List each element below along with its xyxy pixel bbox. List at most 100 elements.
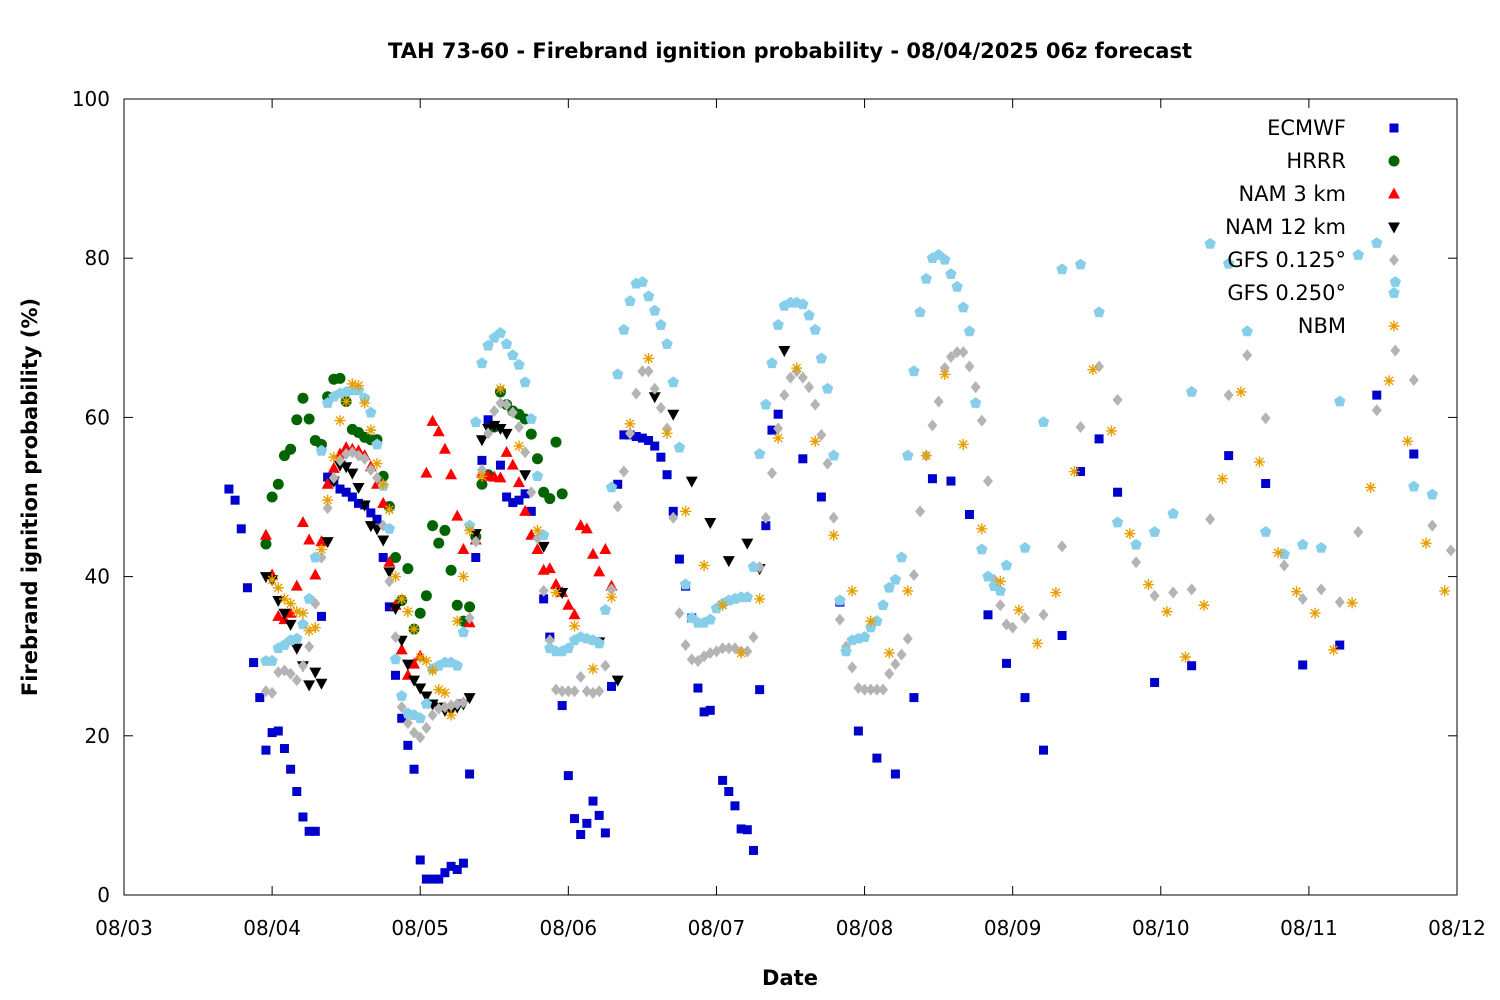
data-point [402,563,414,575]
data-point [741,538,754,550]
data-point [408,623,420,635]
data-point [321,537,334,549]
data-point [445,564,457,576]
data-point [878,683,889,696]
data-point [884,667,895,680]
data-point [594,685,605,698]
data-point [1254,456,1266,468]
data-point [661,338,673,350]
data-point [1402,435,1414,447]
data-point [543,562,556,574]
data-point [964,510,974,520]
data-point [722,556,735,568]
data-point [767,425,777,435]
data-point [384,575,395,588]
data-point [284,619,297,631]
data-point [458,696,469,709]
data-point [588,796,598,806]
data-point [401,659,414,671]
data-point [840,645,852,657]
data-point [797,371,808,384]
data-point [772,319,784,330]
data-point [304,826,314,836]
data-point [606,583,617,596]
data-point [434,874,444,884]
data-point [391,670,401,680]
data-point [513,420,524,433]
data-point [550,436,562,448]
x-tick-label: 08/06 [540,916,598,940]
data-point [377,478,389,490]
data-point [1076,467,1086,477]
data-point [402,606,414,618]
data-point [847,661,858,674]
data-point [451,615,463,627]
data-point [872,753,882,763]
data-point [1093,306,1105,318]
data-point [494,471,507,483]
data-point [514,495,524,505]
data-point [322,502,333,515]
x-tick-label: 08/10 [1132,916,1190,940]
data-point [1187,661,1197,671]
data-point [483,427,494,440]
data-point [778,346,791,358]
data-point [983,610,993,620]
data-point [692,654,703,667]
data-point [717,642,728,655]
data-point [1346,597,1358,609]
data-point [668,511,679,524]
data-point [291,632,303,644]
data-point [476,357,488,369]
data-point [1038,608,1049,621]
data-point [607,681,617,691]
data-point [798,454,808,464]
data-point [531,453,543,465]
data-point [272,582,284,594]
data-point [525,412,538,424]
data-point [1272,547,1284,559]
data-point [650,441,660,451]
data-point [1389,276,1401,287]
data-point [340,462,353,474]
data-point [1426,488,1439,500]
data-point [1112,393,1123,406]
data-point [420,590,432,602]
data-point [408,657,421,669]
data-point [390,551,402,563]
data-point [464,524,476,536]
data-point [853,726,863,736]
data-point [352,482,365,494]
data-point [773,422,784,435]
data-point [531,524,543,536]
data-point [445,709,457,721]
data-point [483,415,493,425]
data-point [605,481,618,493]
data-point [1409,449,1419,459]
data-point [946,476,956,486]
data-point [366,508,376,518]
data-point [279,744,289,754]
data-point [1316,583,1327,596]
plot-frame [123,98,1458,896]
data-point [1013,604,1025,616]
data-point [427,665,439,677]
data-point [1031,637,1043,649]
data-point [377,496,390,508]
x-tick-label: 08/12 [1428,916,1486,940]
data-point [612,500,623,513]
x-tick-label: 08/05 [391,916,449,940]
data-point [611,675,624,687]
data-point [674,554,684,564]
data-point [649,382,660,395]
data-point [755,685,765,695]
data-point [679,578,692,590]
data-point [575,670,586,683]
data-point [1383,375,1395,387]
y-tick-label: 20 [85,724,110,748]
data-point [704,517,717,529]
data-point [278,593,290,605]
data-point [1105,425,1117,437]
data-point [593,637,605,649]
data-point [304,640,315,653]
